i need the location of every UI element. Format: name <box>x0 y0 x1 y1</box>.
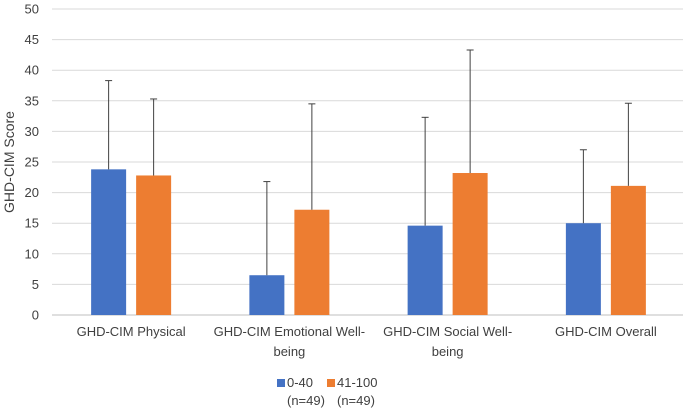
legend-label-series0-line1: (n=49) <box>287 393 325 408</box>
error-bars <box>105 49 632 276</box>
bar-series0-cat3 <box>565 223 601 315</box>
bar-series0-cat1 <box>249 275 285 315</box>
legend: 0-40 (n=49) 41-100 (n=49) <box>277 375 377 408</box>
x-tick-label-cat2-line1: being <box>432 344 464 359</box>
x-tick-label-cat1-line1: being <box>273 344 305 359</box>
y-tick-label-40: 40 <box>25 63 39 78</box>
bar-series1-cat1 <box>294 209 330 315</box>
x-axis-labels: GHD-CIM Physical GHD-CIM Emotional Well-b… <box>77 324 657 359</box>
y-tick-label-20: 20 <box>25 185 39 200</box>
bar-series1-cat3 <box>610 185 646 315</box>
bar-series1-cat0 <box>136 175 172 315</box>
legend-swatch-series1 <box>327 379 335 387</box>
legend-label-series1-line1: (n=49) <box>337 393 375 408</box>
y-tick-label-50: 50 <box>25 2 39 17</box>
y-tick-label-45: 45 <box>25 32 39 47</box>
x-tick-label-cat0-line0: GHD-CIM Physical <box>77 324 186 339</box>
y-tick-label-5: 5 <box>32 277 39 292</box>
legend-label-series1-line0: 41-100 <box>337 375 377 390</box>
y-axis-ticks: 0 5 10 15 20 25 30 35 40 45 50 <box>25 2 39 323</box>
y-tick-label-30: 30 <box>25 124 39 139</box>
bar-series0-cat2 <box>407 225 443 315</box>
y-tick-label-0: 0 <box>32 308 39 323</box>
y-tick-label-35: 35 <box>25 93 39 108</box>
y-tick-label-15: 15 <box>25 216 39 231</box>
legend-label-series0-line0: 0-40 <box>287 375 313 390</box>
bar-series0-cat0 <box>91 169 127 315</box>
bars <box>91 169 646 315</box>
x-tick-label-cat3-line0: GHD-CIM Overall <box>555 324 657 339</box>
y-axis-title: GHD-CIM Score <box>1 111 17 213</box>
y-tick-label-25: 25 <box>25 155 39 170</box>
y-tick-label-10: 10 <box>25 246 39 261</box>
x-tick-label-cat1-line0: GHD-CIM Emotional Well- <box>214 324 365 339</box>
bar-series1-cat2 <box>452 173 488 315</box>
legend-swatch-series0 <box>277 379 285 387</box>
x-tick-label-cat2-line0: GHD-CIM Social Well- <box>383 324 512 339</box>
